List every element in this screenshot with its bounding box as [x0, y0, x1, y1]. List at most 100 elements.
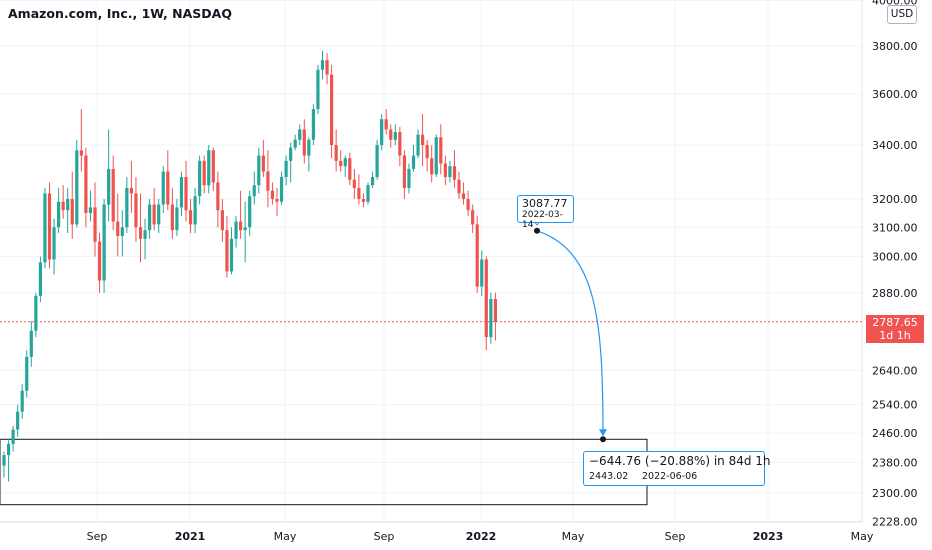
- projection-start-point[interactable]: [534, 227, 540, 234]
- candle-body: [229, 238, 234, 272]
- price-tick-label: 2640.00: [872, 364, 918, 377]
- candle-body: [343, 158, 347, 167]
- candle-body: [188, 210, 193, 225]
- candle-body: [370, 177, 375, 186]
- candle-body: [43, 193, 47, 263]
- candle-body: [466, 198, 470, 211]
- time-axis[interactable]: Sep 2021 May Sep 2022 May Sep 2023 May: [87, 530, 874, 543]
- candle-body: [20, 390, 24, 412]
- candle-body: [198, 160, 202, 197]
- candle-body: [452, 166, 457, 180]
- start-value: 3087.77: [522, 197, 568, 210]
- candle-body: [407, 168, 411, 188]
- candle-body: [279, 177, 284, 202]
- candle-body: [293, 139, 297, 148]
- candle-body: [47, 193, 52, 260]
- price-tick-label: 3100.00: [872, 221, 918, 234]
- time-tick-label: May: [274, 530, 297, 543]
- price-tick-label: 4000.00: [872, 0, 918, 7]
- candle-body: [93, 207, 97, 242]
- candle-body: [307, 139, 311, 156]
- candle-body: [84, 155, 88, 214]
- candle-body: [480, 259, 484, 287]
- projection-arrow[interactable]: [532, 219, 607, 443]
- price-tick-label: 2540.00: [872, 399, 918, 412]
- time-tick-label: Sep: [665, 530, 686, 543]
- candle-body: [448, 166, 452, 178]
- price-tick-label: 3200.00: [872, 193, 918, 206]
- candle-body: [234, 221, 238, 239]
- candle-body: [70, 198, 74, 225]
- candle-body: [225, 230, 229, 272]
- candle-body: [134, 193, 138, 228]
- candle-body: [461, 193, 466, 199]
- candle-body: [320, 60, 325, 70]
- candle-body: [138, 227, 143, 239]
- candle-body: [216, 182, 220, 211]
- candle-body: [202, 160, 206, 186]
- candle-body: [366, 185, 370, 202]
- time-tick-label: 2023: [753, 530, 784, 543]
- time-tick-label: May: [562, 530, 585, 543]
- candle-body: [57, 201, 61, 228]
- candle-body: [243, 227, 247, 231]
- candle-body: [207, 150, 211, 186]
- candle-body: [348, 158, 352, 180]
- candle-body: [489, 298, 493, 338]
- price-tick-label: 3800.00: [872, 40, 918, 53]
- candle-body: [252, 185, 256, 197]
- candle-body: [25, 356, 29, 391]
- candle-body: [425, 145, 429, 159]
- candle-body: [270, 190, 275, 199]
- candle-body: [175, 207, 179, 231]
- candle-body: [398, 132, 402, 156]
- candle-body: [402, 155, 406, 188]
- candle-body: [129, 187, 133, 194]
- candle-body: [439, 137, 443, 164]
- candle-body: [29, 330, 33, 357]
- projection-start-label[interactable]: 3087.77 2022-03-14: [517, 195, 574, 230]
- projection-end-label[interactable]: −644.76 (−20.88%) in 84d 1h 2443.02 2022…: [583, 451, 771, 486]
- candle-body: [393, 132, 397, 140]
- candle-body: [325, 60, 329, 75]
- projection-end-point[interactable]: [600, 436, 606, 443]
- price-tick-label: 3000.00: [872, 250, 918, 263]
- candle-body: [179, 177, 184, 208]
- time-tick-label: 2021: [175, 530, 206, 543]
- price-axis[interactable]: 4000.00 3800.00 3600.00 3400.00 3200.00 3100.…: [872, 0, 918, 528]
- candle-body: [61, 201, 65, 211]
- candle-body: [421, 134, 425, 146]
- candle-body: [289, 147, 293, 161]
- candle-body: [471, 210, 475, 225]
- candle-body: [339, 160, 343, 167]
- currency-badge[interactable]: USD: [887, 5, 917, 24]
- candle-body: [493, 298, 497, 322]
- price-tick-label: 2228.00: [872, 515, 918, 528]
- candle-body: [193, 196, 197, 225]
- candle-body: [357, 187, 361, 199]
- candle-body: [116, 221, 120, 236]
- candle-body: [375, 145, 379, 178]
- candle-body: [334, 145, 338, 161]
- candle-body: [170, 204, 174, 231]
- candle-body: [38, 262, 42, 296]
- candle-body: [430, 158, 434, 175]
- candle-body: [52, 227, 56, 260]
- candle-body: [34, 295, 38, 331]
- candle-body: [11, 429, 15, 445]
- candle-body: [184, 177, 188, 211]
- candle-body: [220, 210, 224, 231]
- candles-group: [2, 50, 497, 482]
- change-text: −644.76 (−20.88%) in 84d 1h: [589, 454, 771, 468]
- price-tick-label: 2460.00: [872, 427, 918, 440]
- candle-body: [411, 155, 416, 169]
- candle-body: [434, 137, 438, 175]
- candle-body: [266, 171, 270, 191]
- candle-body: [389, 129, 393, 140]
- last-price-value: 2787.65: [872, 316, 918, 329]
- projection-arrowhead: [599, 429, 607, 437]
- candle-body: [66, 198, 70, 211]
- candle-body: [361, 198, 366, 202]
- candle-body: [384, 119, 388, 130]
